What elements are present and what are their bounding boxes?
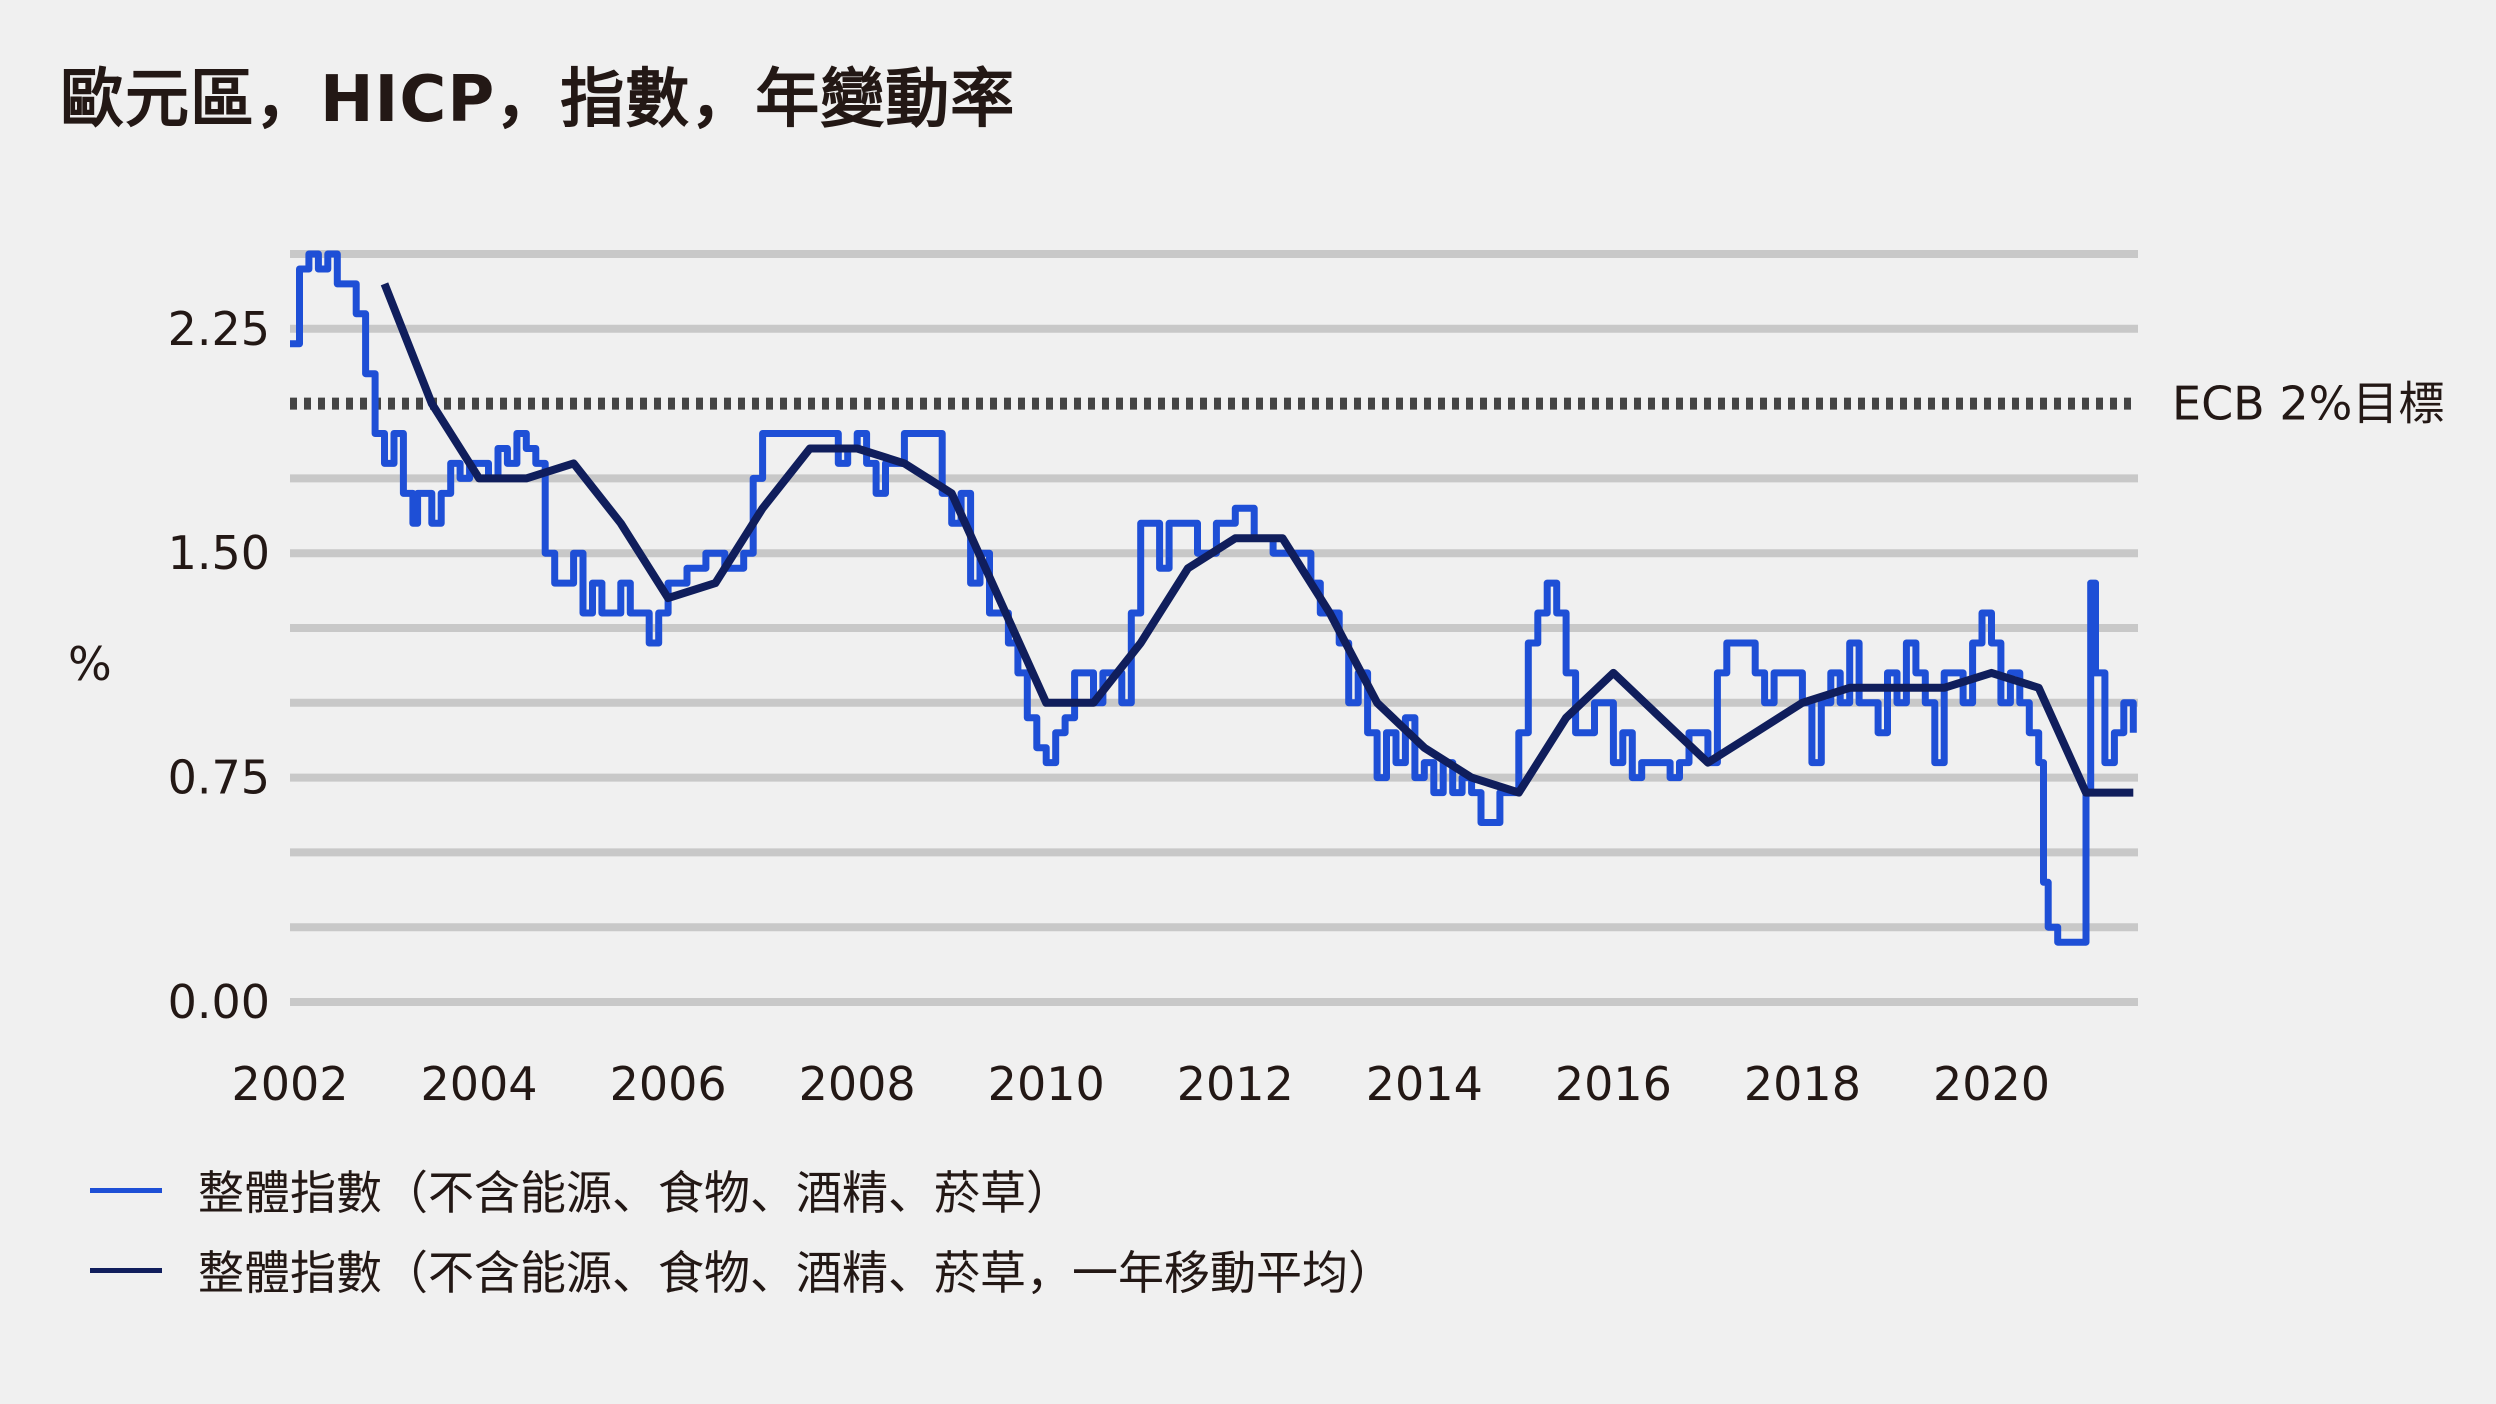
x-tick-label: 2010 (988, 1057, 1105, 1111)
x-tick-label: 2016 (1555, 1057, 1672, 1111)
legend-label-core: 整體指數（不含能源、食物、酒精、菸草） (198, 1166, 1072, 1220)
x-tick-label: 2006 (610, 1057, 727, 1111)
series-lines (290, 250, 2137, 946)
y-axis-ticks: 0.00 0.75 1.50 2.25 (168, 302, 270, 1029)
x-tick-label: 2020 (1933, 1057, 2050, 1111)
x-tick-label: 2018 (1744, 1057, 1861, 1111)
x-tick-label: 2004 (421, 1057, 538, 1111)
x-tick-label: 2008 (799, 1057, 916, 1111)
y-tick-label: 2.25 (168, 302, 270, 356)
legend-label-moving-average: 整體指數（不含能源、食物、酒精、菸草，一年移動平均） (198, 1246, 1394, 1300)
gridlines (290, 250, 2138, 1006)
series-line-moving-average (380, 282, 2134, 797)
x-axis-ticks: 2002 2004 2006 2008 2010 2012 2014 2016 2018 2020 (231, 1057, 2050, 1111)
y-tick-label: 1.50 (168, 526, 270, 580)
legend: 整體指數（不含能源、食物、酒精、菸草） 整體指數（不含能源、食物、酒精、菸草，一… (90, 1150, 1394, 1310)
x-tick-label: 2002 (231, 1057, 348, 1111)
legend-item-core: 整體指數（不含能源、食物、酒精、菸草） (90, 1150, 1394, 1230)
series-line-core (290, 250, 2137, 946)
y-tick-label: 0.75 (168, 751, 270, 805)
x-tick-label: 2014 (1366, 1057, 1483, 1111)
legend-swatch-core (90, 1187, 162, 1193)
y-tick-label: 0.00 (168, 975, 270, 1029)
legend-swatch-moving-average (90, 1267, 162, 1273)
y-axis-label: % (68, 637, 112, 691)
target-line-label: ECB 2%目標 (2172, 377, 2444, 431)
x-tick-label: 2012 (1177, 1057, 1294, 1111)
legend-item-moving-average: 整體指數（不含能源、食物、酒精、菸草，一年移動平均） (90, 1230, 1394, 1310)
target-line-group: ECB 2%目標 (290, 377, 2444, 431)
chart-title: 歐元區，HICP，指數，年變動率 (60, 63, 1016, 137)
